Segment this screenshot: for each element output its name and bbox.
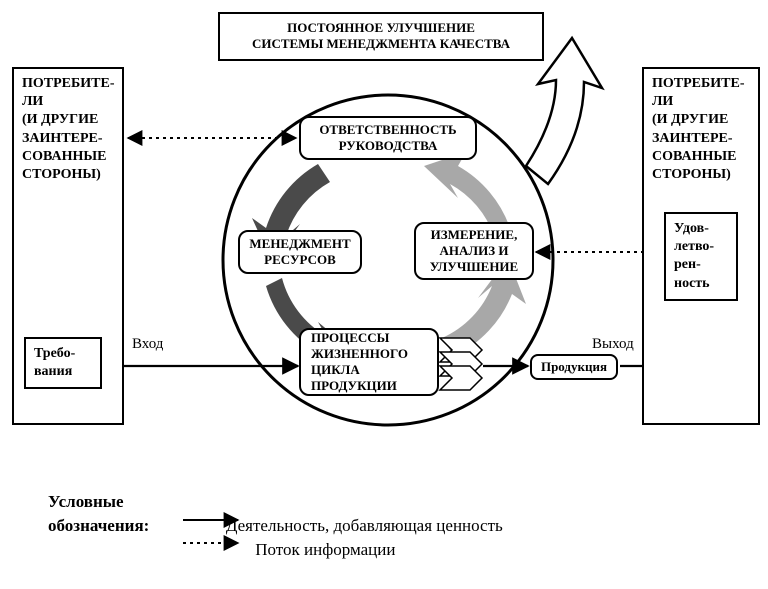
processes-box: ПРОЦЕССЫ ЖИЗНЕННОГО ЦИКЛА ПРОДУКЦИИ: [299, 328, 439, 396]
legend-title-2: обозначения:: [48, 514, 149, 538]
stacked-chevrons: [440, 338, 482, 390]
diagram-stage: ПОСТОЯННОЕ УЛУЧШЕНИЕ СИСТЕМЫ МЕНЕДЖМЕНТА…: [0, 0, 768, 589]
product-text: Продукция: [541, 359, 607, 374]
top-banner: ПОСТОЯННОЕ УЛУЧШЕНИЕ СИСТЕМЫ МЕНЕДЖМЕНТА…: [218, 12, 544, 61]
measure-box: ИЗМЕРЕНИЕ, АНАЛИЗ И УЛУЧШЕНИЕ: [414, 222, 534, 280]
legend-item-solid: Деятельность, добавляющая ценность: [226, 516, 503, 535]
input-label: Вход: [132, 336, 163, 353]
requirements-text: Требо- вания: [34, 346, 75, 379]
top-banner-line1: ПОСТОЯННОЕ УЛУЧШЕНИЕ: [287, 20, 475, 35]
processes-text: ПРОЦЕССЫ ЖИЗНЕННОГО ЦИКЛА ПРОДУКЦИИ: [311, 330, 408, 395]
satisfaction-box: Удов- летво- рен- ность: [664, 212, 738, 301]
measure-text: ИЗМЕРЕНИЕ, АНАЛИЗ И УЛУЧШЕНИЕ: [430, 227, 518, 276]
requirements-box: Требо- вания: [24, 337, 102, 389]
resources-box: МЕНЕДЖМЕНТ РЕСУРСОВ: [238, 230, 362, 274]
responsibility-box: ОТВЕТСТВЕННОСТЬ РУКОВОДСТВА: [299, 116, 477, 160]
product-pill: Продукция: [530, 354, 618, 380]
output-label: Выход: [592, 336, 634, 353]
legend-title-1: Условные: [48, 490, 124, 514]
right-panel-header: ПОТРЕБИТЕ- ЛИ (И ДРУГИЕ ЗАИНТЕРЕ- СОВАНН…: [652, 75, 750, 184]
left-panel-header: ПОТРЕБИТЕ- ЛИ (И ДРУГИЕ ЗАИНТЕРЕ- СОВАНН…: [22, 75, 114, 184]
resources-text: МЕНЕДЖМЕНТ РЕСУРСОВ: [249, 236, 350, 269]
satisfaction-text: Удов- летво- рен- ность: [674, 221, 714, 291]
legend-item-dotted: Поток информации: [255, 540, 395, 559]
top-banner-line2: СИСТЕМЫ МЕНЕДЖМЕНТА КАЧЕСТВА: [252, 36, 510, 51]
responsibility-text: ОТВЕТСТВЕННОСТЬ РУКОВОДСТВА: [319, 122, 456, 155]
legend: Условные обозначения: Деятельность, доба…: [48, 490, 728, 561]
